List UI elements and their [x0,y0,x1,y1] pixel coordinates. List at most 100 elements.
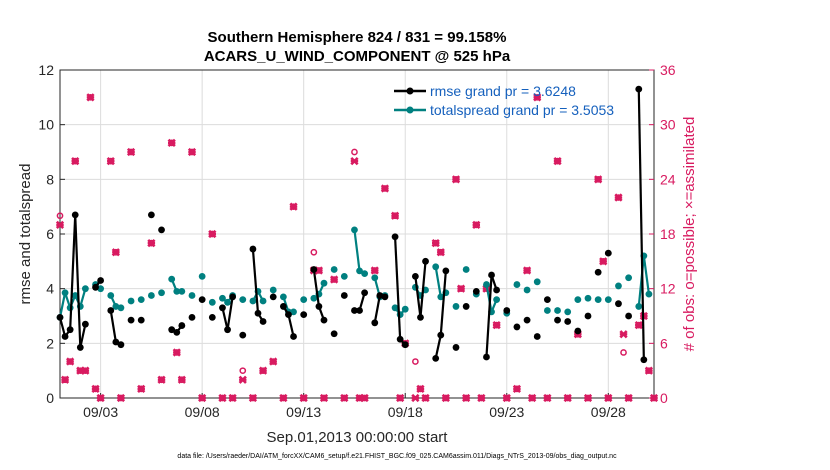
rmse-segment [393,236,402,340]
x-axis-label: Sep.01,2013 00:00:00 start [267,429,449,446]
rmse-point [635,85,643,93]
totalspread-point [371,274,379,282]
obs-assimilated-point [60,375,70,384]
rmse-point [462,303,470,310]
rmse-point [574,327,582,335]
totalspread-point [543,307,551,314]
x-tick-label: 09/23 [489,404,524,420]
rmse-point [71,211,79,219]
rmse-point [356,307,363,314]
rmse-point [285,311,292,319]
obs-assimilated-point [198,393,207,403]
obs-assimilated-point [167,138,176,148]
chart-title-line2: ACARS_U_WIND_COMPONENT @ 525 hPa [204,48,511,65]
rmse-point [127,316,135,324]
obs-assimilated-point [91,384,100,394]
grid-lines [60,70,654,398]
obs-possible-point [620,349,627,356]
rmse-point [208,313,216,321]
y-right-tick-label: 24 [660,171,676,187]
totalspread-point [437,293,445,301]
rmse-point [564,318,572,325]
y-axis-left-label: rmse and totalspread [17,164,34,305]
obs-assimilated-point [340,393,349,403]
rmse-point [361,289,369,297]
y-left-tick-label: 0 [46,390,54,406]
obs-assimilated-point [269,357,278,366]
totalspread-point [594,296,602,303]
rmse-point [411,272,419,280]
rmse-point [300,311,308,319]
obs-assimilated-point [330,275,339,284]
totalspread-point [615,282,622,290]
obs-assimilated-point [81,366,90,375]
rmse-point [523,316,531,324]
obs-assimilated-point [604,393,613,403]
obs-assimilated-point [502,393,511,403]
rmse-point [279,303,287,310]
obs-assimilated-point [258,366,268,375]
rmse-point [224,326,231,334]
rmse-point [442,267,450,275]
obs-assimilated-point [71,156,80,166]
x-tick-label: 09/18 [388,404,423,420]
rmse-point [503,307,511,314]
totalspread-point [269,286,277,294]
totalspread-point [351,226,358,234]
totalspread-point [574,296,582,303]
totalspread-segment [353,229,361,272]
obs-assimilated-point [624,393,633,403]
rmse-point [543,296,551,303]
rmse-segment [69,214,77,330]
obs-assimilated-point [472,220,481,230]
obs-possible-point [56,212,64,220]
rmse-point [254,309,262,317]
totalspread-point [391,304,399,312]
obs-assimilated-point [126,147,136,157]
obs-assimilated-point [86,93,95,102]
obs-assimilated-point [583,393,593,403]
obs-assimilated-point [441,393,450,403]
totalspread-point [356,267,363,275]
obs-assimilated-point [512,384,522,394]
rmse-point [81,320,89,328]
obs-assimilated-point [563,393,572,403]
totalspread-point [635,303,643,310]
rmse-segment [637,89,645,360]
rmse-segment [226,296,234,330]
rmse-point [472,288,480,295]
rmse-segment [74,214,82,348]
rmse-segment [414,276,422,318]
totalspread-point [259,297,267,305]
rmse-point [92,283,99,291]
x-tick-label: 09/28 [591,404,626,420]
rmse-point [97,277,105,284]
totalspread-point [604,296,612,303]
rmse-point [188,313,196,321]
legend-rmse-marker [406,87,414,95]
obs-assimilated-point [116,393,126,403]
rmse-point [315,303,323,310]
totalspread-point [147,292,155,299]
y-left-tick-label: 8 [46,171,54,187]
obs-assimilated-point [177,375,186,384]
obs-assimilated-point [411,393,420,403]
rmse-point [107,307,115,314]
rmse-point [229,293,237,301]
rmse-point [401,341,409,349]
rmse-point [259,318,267,325]
totalspread-point [401,305,409,313]
y-axis-right-label: # of obs: o=possible; ×=assimilated [681,117,698,352]
totalspread-point [513,281,521,288]
totalspread-point [452,303,460,310]
obs-assimilated-point [172,348,181,357]
rmse-segment [109,310,117,343]
rmse-point [158,226,165,234]
totalspread-point [279,293,287,301]
rmse-segment [434,334,442,359]
rmse-segment [287,314,295,337]
totalspread-point [310,294,318,302]
obs-assimilated-point [96,393,105,403]
rmse-segment [221,307,229,330]
rmse-point [239,331,247,339]
